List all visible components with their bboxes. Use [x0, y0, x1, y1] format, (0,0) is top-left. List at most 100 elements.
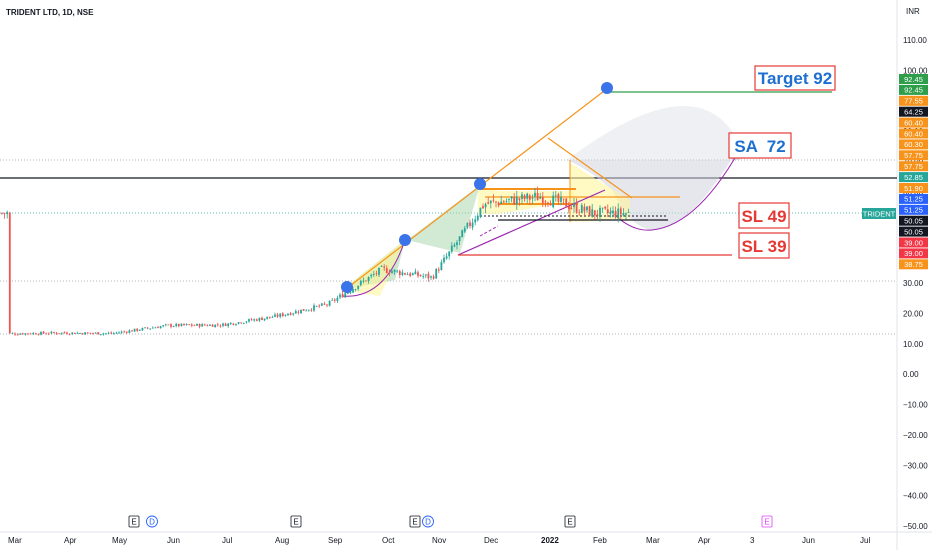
candle-body: [159, 326, 162, 329]
candle-body: [193, 325, 196, 327]
pattern-point-4[interactable]: [601, 82, 613, 94]
candle-body: [94, 332, 97, 334]
earnings-marker[interactable]: E: [409, 515, 421, 528]
candle-body: [136, 328, 139, 331]
time-axis[interactable]: Mar Apr May Jun Jul Aug Sep Oct Nov Dec 2022 Feb Mar…: [8, 536, 870, 545]
candle-body: [224, 323, 227, 327]
candle-body: [297, 311, 300, 313]
candle-body: [500, 201, 503, 204]
upcoming-earnings-marker[interactable]: E: [761, 515, 773, 528]
candle-body: [370, 274, 373, 277]
candle-body: [622, 213, 625, 216]
candle-body: [125, 331, 128, 333]
candle-body: [380, 266, 383, 267]
candle-body: [398, 271, 401, 275]
candle-body: [42, 331, 45, 334]
dividend-marker[interactable]: D: [146, 515, 158, 528]
annotation-box-sl49[interactable]: [738, 202, 790, 229]
price-label-text: 52.85: [904, 173, 923, 182]
candle-body: [562, 198, 565, 200]
candle-body: [388, 272, 391, 274]
candle-body: [183, 323, 185, 326]
earnings-marker[interactable]: E: [290, 515, 302, 528]
candle-body: [307, 309, 310, 311]
candle-body: [177, 323, 180, 327]
candle-body: [430, 276, 432, 278]
candle-body: [609, 211, 612, 214]
candle-body: [164, 324, 167, 326]
price-label-badge: [899, 74, 928, 84]
pattern-point-3[interactable]: [474, 178, 486, 190]
x-tick-label: 3: [750, 536, 755, 545]
candle-body: [612, 210, 614, 214]
earnings-marker[interactable]: E: [564, 515, 576, 528]
candle-body: [242, 322, 245, 324]
candle-body: [492, 199, 495, 201]
candle-body: [505, 201, 508, 203]
candle-body: [482, 206, 484, 209]
candle-body: [227, 323, 230, 327]
candle-body: [427, 273, 430, 279]
annotation-sa: SA 72: [734, 137, 785, 156]
annotations: Target 92 SA 72 SL 49 SL 39: [728, 65, 836, 259]
cup-top-fill: [567, 105, 740, 160]
candle-body: [526, 193, 529, 199]
price-label-text: 50.05: [904, 227, 923, 236]
candle-body: [211, 324, 214, 327]
candle-body: [372, 274, 375, 275]
candle-body: [419, 274, 422, 277]
dividend-marker[interactable]: D: [422, 515, 434, 528]
candle-body: [453, 244, 456, 247]
candle-body: [73, 332, 76, 334]
annotation-box-sl39[interactable]: [738, 232, 790, 259]
candle-body: [300, 309, 302, 314]
earnings-marker[interactable]: E: [128, 515, 140, 528]
candle-body: [71, 332, 74, 334]
candle-body: [461, 230, 464, 238]
candle-body: [599, 207, 601, 218]
orange-trend-down: [547, 137, 633, 199]
candle-body: [367, 277, 370, 282]
pattern-point-1[interactable]: [341, 281, 353, 293]
candle-body: [229, 323, 232, 324]
candle-body: [385, 268, 388, 274]
candle-body: [575, 202, 578, 213]
candle-body: [458, 236, 461, 242]
candle-body: [115, 332, 118, 334]
candle-body: [16, 334, 19, 336]
candle-body: [8, 212, 11, 334]
x-tick-label: Apr: [64, 536, 77, 545]
candle-body: [604, 206, 607, 209]
candle-body: [112, 333, 115, 334]
candle-body: [365, 280, 367, 282]
candle-body: [557, 194, 560, 202]
candle-body: [513, 197, 516, 205]
candle-body: [531, 197, 534, 199]
pattern-point-2[interactable]: [399, 234, 411, 246]
svg-text:D: D: [425, 518, 431, 527]
candle-body: [346, 292, 349, 294]
candle-body: [263, 318, 266, 321]
candle-body: [497, 202, 500, 206]
candle-body: [1, 212, 3, 214]
candle-body: [362, 280, 365, 282]
candle-body: [294, 311, 297, 314]
annotation-box-target[interactable]: [754, 65, 836, 91]
candle-body: [417, 272, 419, 276]
candle-body: [19, 333, 22, 335]
candle-body: [518, 198, 521, 201]
annotation-box-sa[interactable]: [728, 132, 792, 159]
candle-body: [63, 332, 66, 334]
candle-body: [627, 212, 630, 213]
price-label-badge: [899, 161, 928, 172]
candle-body: [331, 299, 334, 301]
candle-body: [323, 303, 326, 305]
price-label-text: 57.75: [904, 151, 923, 160]
candle-body: [614, 210, 617, 218]
candle-body: [479, 207, 482, 218]
candle-body: [583, 206, 586, 212]
candle-body: [281, 313, 284, 316]
orange-trend-up: [341, 87, 609, 293]
candle-body: [292, 313, 295, 315]
